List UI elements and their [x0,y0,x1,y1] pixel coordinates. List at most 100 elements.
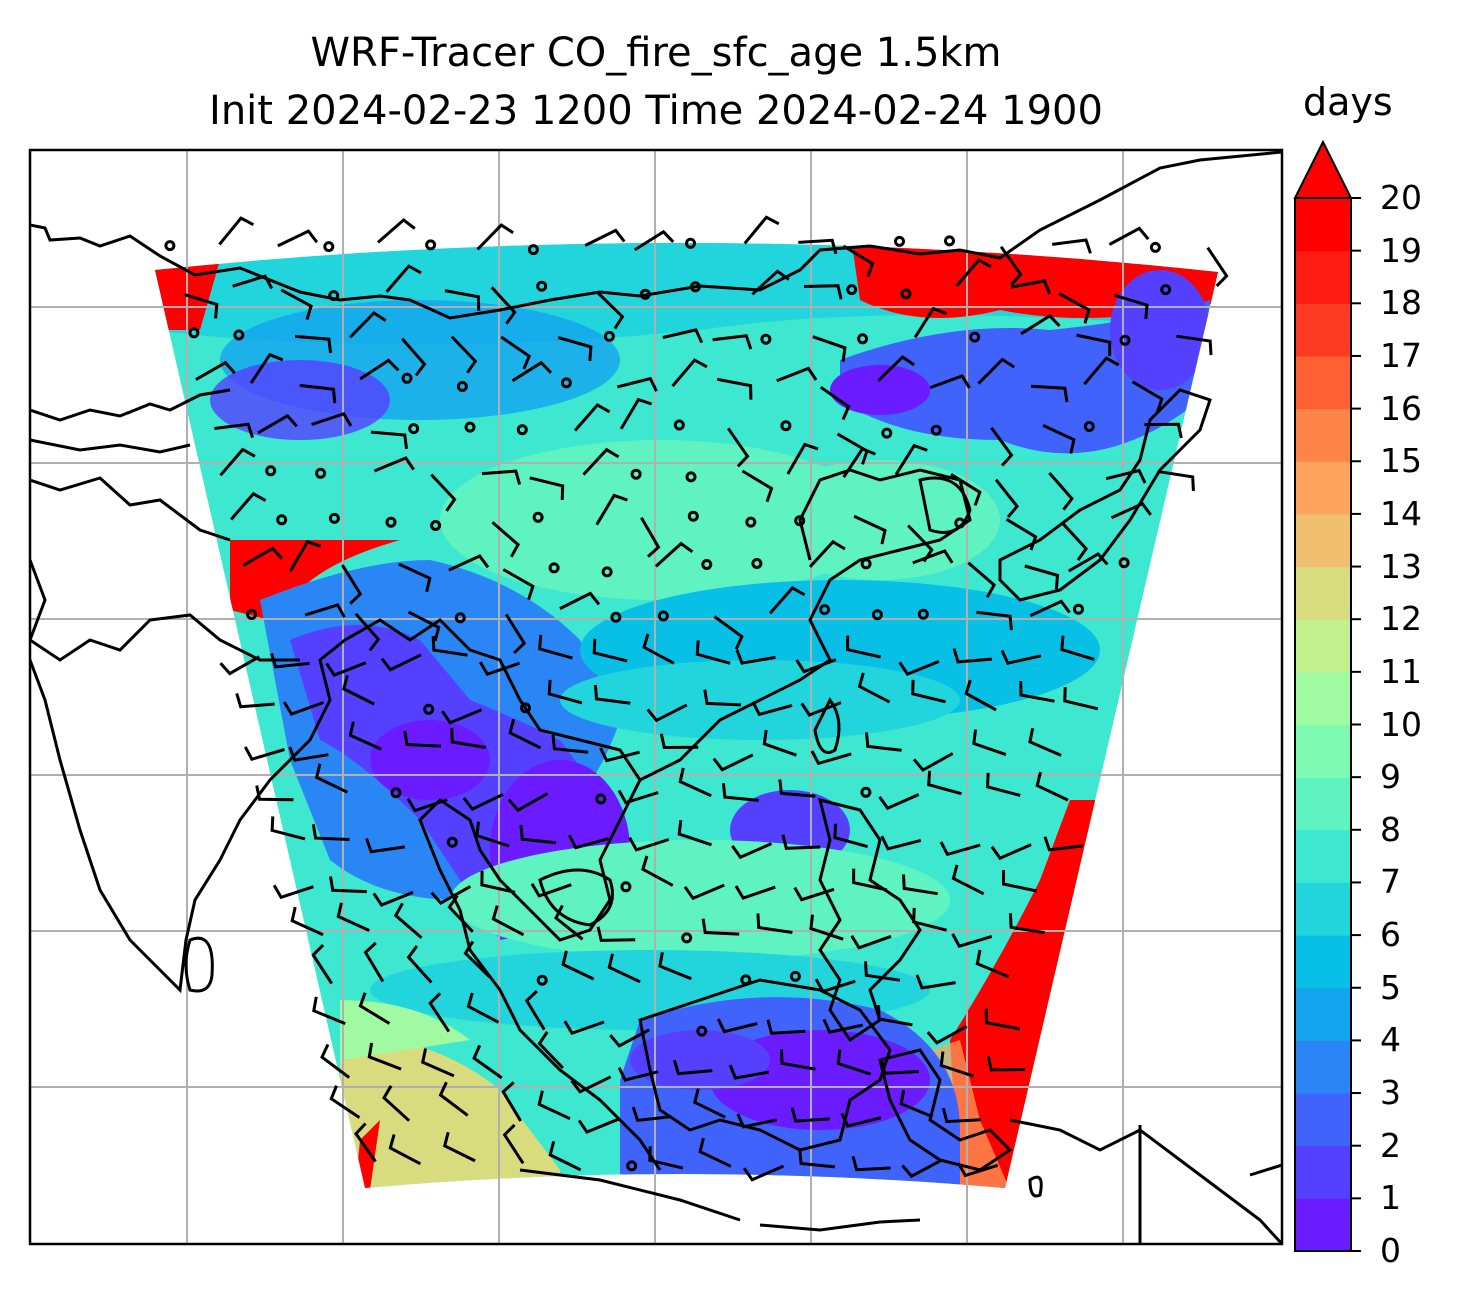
wind-barb [450,335,478,374]
wind-barb [857,672,891,704]
wind-barb [879,1059,919,1075]
calm-wind-marker [894,235,905,247]
calm-wind-marker [315,467,327,479]
wind-barb [537,1031,564,1070]
wind-barb [502,1123,525,1165]
wind-barb [735,649,776,665]
wind-barb [551,734,589,754]
wind-barb [438,1081,469,1117]
wind-barb [836,1049,872,1076]
wind-barb [1110,501,1152,520]
calm-wind-marker [857,333,869,345]
graticule [30,150,1282,1244]
colorbar-segment [1295,355,1351,410]
colorbar-segment [1295,619,1351,673]
calm-wind-marker [532,511,544,523]
colorbar-segment [1295,987,1351,1041]
wind-barb [349,311,387,339]
calm-wind-marker [657,610,669,622]
wind-barb [762,729,797,757]
colorbar-tick-label: 4 [1380,1020,1401,1060]
wind-barb [219,655,261,676]
calm-wind-marker [751,558,763,569]
colorbar-label: days [1303,80,1393,124]
calm-wind-marker [1149,241,1161,253]
calm-wind-marker [689,281,701,293]
calm-wind-marker [819,604,831,616]
wind-barb [941,1107,981,1124]
colorbar-segment [1295,566,1351,620]
wind-barb [662,328,704,344]
wind-barb [984,1008,1021,1031]
wind-barb [370,430,408,450]
wind-barb [950,473,982,506]
wind-barb [865,732,902,752]
calm-wind-marker [860,786,872,798]
wind-barb [607,953,641,984]
wind-barb [530,883,572,898]
wind-barb [382,1085,411,1122]
wind-barb [441,708,483,725]
wind-barb [659,733,699,750]
calm-wind-marker [969,331,981,343]
wind-barb [294,334,333,354]
wind-barb [912,752,954,772]
wind-barb [798,238,838,255]
wind-barb [845,635,882,659]
colorbar-segment [1295,198,1351,252]
calm-wind-marker [233,329,245,341]
wind-barb [939,1051,975,1078]
wind-barb [712,753,754,772]
wind-barb [1052,238,1092,254]
calm-wind-marker [696,1025,708,1037]
calm-wind-marker [626,1160,638,1172]
wind-barb [311,411,353,427]
calm-wind-marker [789,970,801,982]
wind-barb [559,591,601,610]
colorbar-tick-label: 13 [1380,546,1422,586]
wind-barb [929,374,971,390]
calm-wind-marker [601,566,613,578]
wind-barb [463,940,491,979]
wind-barb [631,1106,672,1123]
calm-wind-marker [425,239,437,251]
wind-barb [277,229,319,248]
wind-barb [320,1043,351,1079]
wind-barb [270,653,310,669]
wind-barb [915,974,956,990]
wind-barb [504,613,527,654]
wind-barb [999,245,1023,286]
wind-barb [864,961,901,982]
wind-barb [911,679,947,704]
wind-barb [671,358,708,387]
calm-wind-marker [917,608,929,620]
colorbar-tick-label: 6 [1380,915,1401,955]
wind-barb [519,825,557,845]
wind-barb [833,823,868,849]
colorbar-tick-label: 0 [1380,1231,1401,1270]
wind-barb [593,684,631,705]
wind-barb [548,1141,582,1172]
wind-barb [448,554,490,572]
wind-barb [570,1075,612,1094]
wind-barb [255,785,294,802]
wind-barb [472,1044,503,1080]
wind-barb [577,1117,619,1134]
wind-barb [810,750,852,766]
wind-barb [778,779,816,798]
wind-barb [557,336,593,362]
wind-barb [990,843,1032,861]
colorbar-tick-label: 11 [1380,651,1422,691]
wind-barb [304,603,346,618]
wind-barb [975,949,1010,979]
wind-barb [951,933,993,948]
wind-barb [538,634,573,660]
wind-barb [677,820,712,847]
wind-barb [1131,380,1164,413]
wind-barb [232,274,274,290]
colorbar-tick-label: 14 [1380,493,1422,533]
wind-barb [617,789,659,805]
wind-barb [703,689,742,707]
wind-barb [491,905,525,937]
wind-barb [444,289,481,311]
